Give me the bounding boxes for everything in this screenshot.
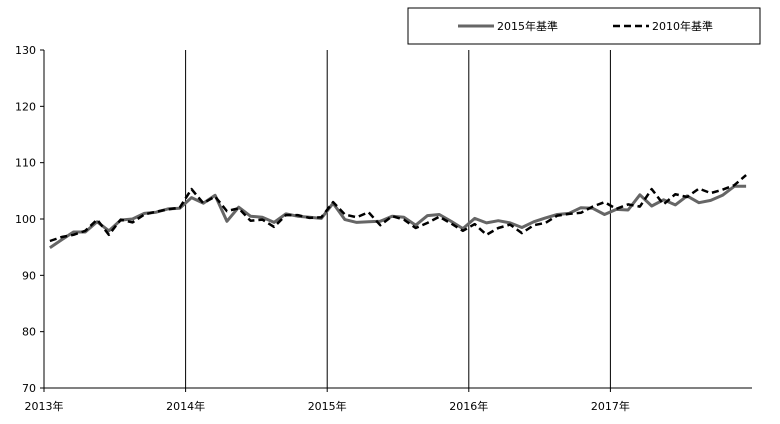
series-layer — [49, 174, 747, 249]
x-tick-label: 2013年 — [25, 399, 64, 413]
legend: 2015年基準 2010年基準 — [407, 7, 761, 45]
y-tick-label: 120 — [15, 100, 36, 113]
y-tick-label: 100 — [15, 213, 36, 226]
legend-label-2010: 2010年基準 — [652, 19, 713, 33]
y-tick-label: 110 — [15, 157, 36, 170]
y-axis-ticks: 70 80 90 100 110 120 130 — [15, 44, 44, 395]
y-tick-label: 90 — [22, 269, 36, 282]
x-tick-label: 2015年 — [308, 399, 347, 413]
y-tick-label: 80 — [22, 326, 36, 339]
x-tick-label: 2017年 — [591, 399, 630, 413]
y-tick-label: 70 — [22, 382, 36, 395]
year-gridlines — [185, 50, 611, 388]
legend-label-2015: 2015年基準 — [497, 19, 558, 33]
x-tick-label: 2016年 — [449, 399, 488, 413]
series-line-1 — [49, 174, 747, 243]
x-tick-label: 2014年 — [166, 399, 205, 413]
x-axis-ticks: 2013年 2014年 2015年 2016年 2017年 — [25, 388, 630, 413]
y-tick-label: 130 — [15, 44, 36, 57]
